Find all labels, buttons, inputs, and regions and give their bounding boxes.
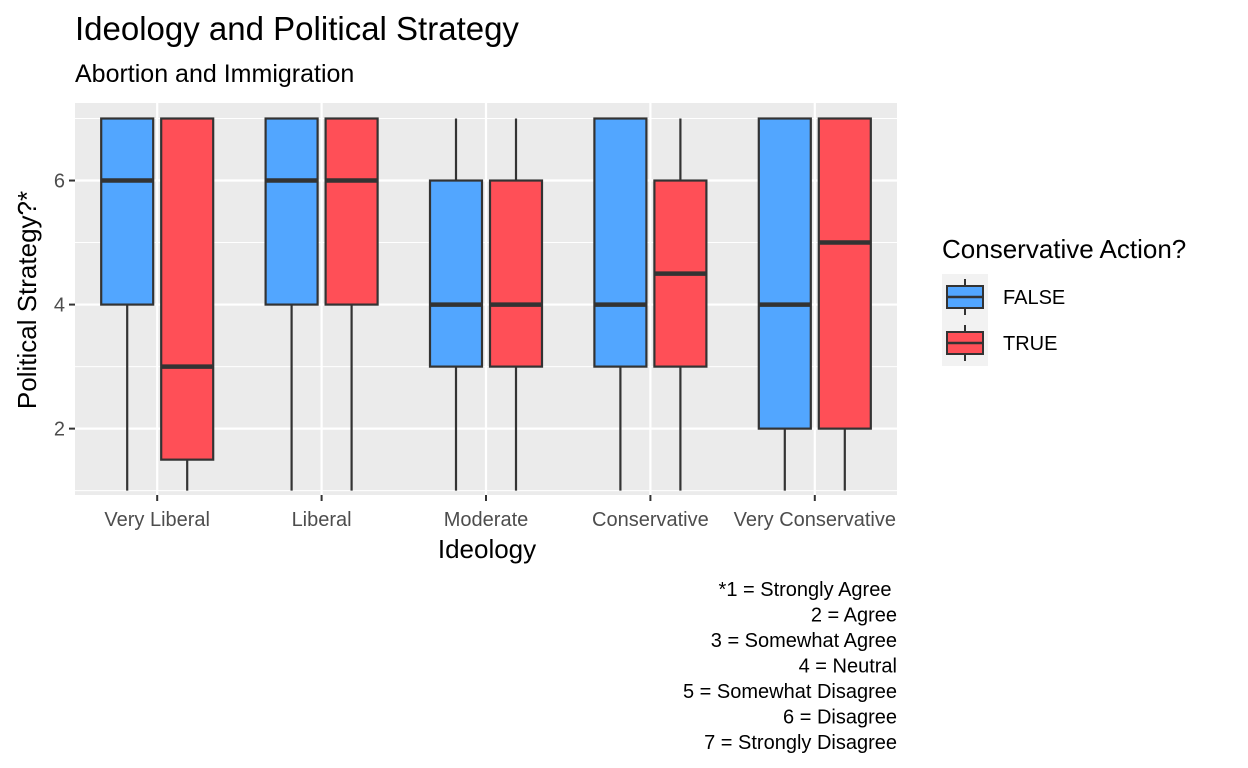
box-true-1 — [324, 117, 379, 491]
x-tick-label: Conservative — [592, 509, 709, 531]
box-false-0 — [100, 117, 155, 491]
box-iqr — [817, 117, 872, 430]
box-iqr — [757, 117, 812, 430]
box-iqr — [593, 117, 648, 368]
chart-title: Ideology and Political Strategy — [75, 10, 519, 47]
x-tick-label: Very Conservative — [734, 509, 896, 531]
box-true-4 — [817, 117, 872, 491]
caption-line: 5 = Somewhat Disagree — [683, 681, 897, 703]
caption-line: 4 = Neutral — [799, 656, 897, 678]
caption: *1 = Strongly Agree 2 = Agree 3 = Somewha… — [683, 579, 897, 754]
box-true-2 — [488, 118, 544, 491]
box-true-0 — [160, 117, 215, 491]
x-tick-label: Moderate — [444, 509, 529, 531]
y-axis-title: Political Strategy?* — [12, 191, 42, 409]
legend-label: TRUE — [1003, 333, 1057, 355]
box-iqr — [428, 179, 484, 368]
legend-item-false: FALSE — [942, 274, 1065, 320]
legend: Conservative Action? FALSE TRUE — [942, 234, 1186, 366]
x-tick-label: Liberal — [292, 509, 352, 531]
legend-label: FALSE — [1003, 287, 1065, 309]
legend-item-true: TRUE — [942, 320, 1057, 366]
box-iqr — [160, 117, 215, 461]
caption-line: *1 = Strongly Agree — [719, 579, 897, 601]
box-iqr — [488, 179, 544, 368]
plot-marks — [100, 117, 872, 491]
caption-line: 3 = Somewhat Agree — [711, 630, 897, 652]
y-tick-label: 2 — [54, 419, 65, 441]
caption-line: 2 = Agree — [811, 605, 897, 627]
box-true-3 — [653, 118, 708, 491]
caption-line: 6 = Disagree — [783, 707, 897, 729]
y-tick-label: 6 — [54, 171, 65, 193]
box-iqr — [324, 117, 379, 306]
box-false-4 — [757, 117, 812, 491]
legend-title: Conservative Action? — [942, 234, 1186, 264]
box-iqr — [264, 117, 319, 306]
chart-subtitle: Abortion and Immigration — [75, 60, 354, 88]
x-axis-title: Ideology — [438, 534, 536, 564]
box-false-3 — [593, 117, 648, 491]
y-tick-label: 4 — [54, 295, 65, 317]
box-false-2 — [428, 118, 484, 491]
box-iqr — [100, 117, 155, 306]
axes: 2 4 6 Very Liberal Liberal Moderate Conservati… — [54, 171, 896, 531]
caption-line: 7 = Strongly Disagree — [704, 732, 897, 754]
x-tick-label: Very Liberal — [104, 509, 210, 531]
box-false-1 — [264, 117, 319, 491]
